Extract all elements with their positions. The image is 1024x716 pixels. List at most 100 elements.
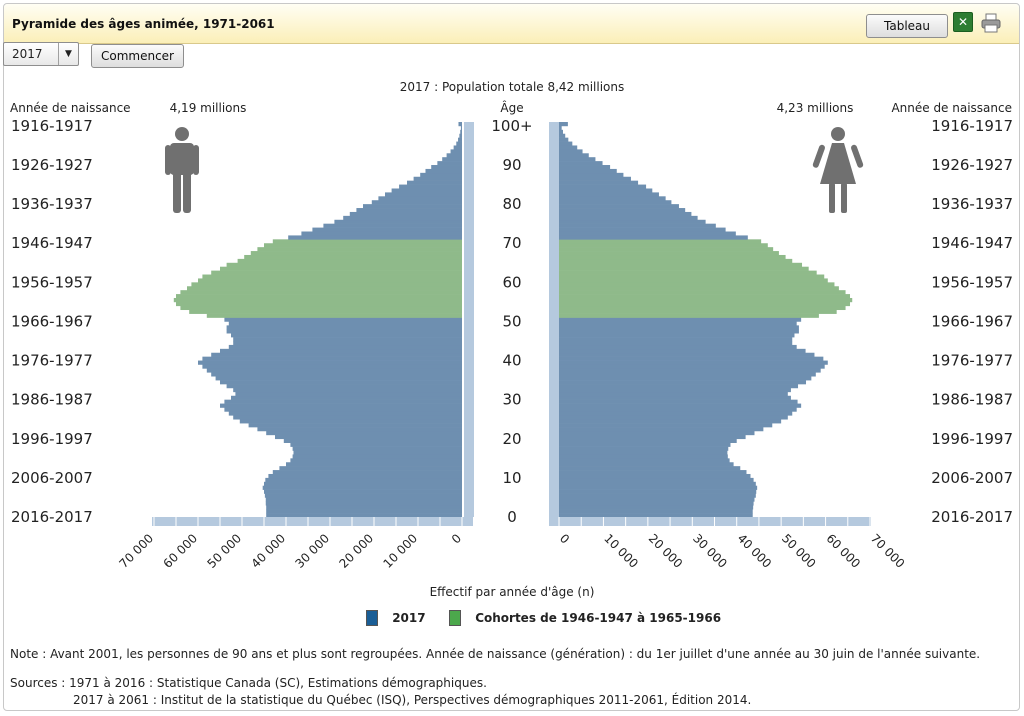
female-bar-age-9 (559, 477, 754, 483)
female-bar-age-27 (559, 407, 797, 412)
year-select-value: 2017 (12, 47, 43, 61)
female-bar-age-70 (559, 239, 762, 244)
male-bar-age-80 (371, 200, 462, 205)
female-bar-age-37 (559, 368, 821, 373)
male-bar-age-69 (264, 243, 462, 248)
x-tick-label-right: 60 000 (823, 531, 863, 571)
male-bar-age-33 (226, 384, 462, 389)
female-bar-age-86 (559, 176, 631, 181)
right-axis-header: Année de naissance (891, 101, 1012, 115)
birth-year-label-left: 1956-1957 (11, 273, 93, 291)
female-bar-age-17 (559, 446, 729, 451)
male-bar-age-95 (456, 141, 462, 146)
male-bar-age-87 (420, 172, 462, 178)
male-bar-age-49 (228, 321, 462, 326)
title-bar: Pyramide des âges animée, 1971-2061 (4, 4, 1019, 44)
right-center-spine (549, 122, 559, 517)
birth-year-label-right: 1966-1967 (931, 313, 1013, 331)
x-tick-label-left: 60 000 (161, 531, 201, 571)
male-bar-age-11 (272, 470, 462, 475)
male-bar-age-47 (226, 329, 462, 334)
female-bar-age-84 (559, 184, 647, 189)
male-bar-age-100 (458, 122, 462, 127)
male-bar-age-76 (343, 215, 462, 221)
x-axis-bar-right (549, 517, 871, 526)
male-bar-age-16 (293, 450, 462, 455)
female-bar-age-6 (559, 489, 757, 494)
male-bar-age-37 (206, 368, 462, 373)
female-bar-age-23 (559, 423, 773, 428)
male-bar-age-18 (290, 442, 462, 447)
male-bar-age-68 (257, 247, 462, 252)
female-bar-age-32 (559, 387, 791, 393)
x-tick-label-right: 20 000 (646, 531, 686, 571)
male-bar-age-99 (460, 125, 462, 131)
female-bar-age-74 (559, 223, 716, 228)
year-select[interactable]: 2017 ▼ (3, 42, 79, 66)
start-button[interactable]: Commencer (91, 44, 184, 68)
birth-year-label-right: 1956-1957 (931, 273, 1013, 291)
female-bar-age-78 (559, 208, 686, 213)
age-label: 50 (502, 313, 521, 331)
male-bar-age-32 (233, 387, 462, 393)
female-bar-age-62 (559, 270, 817, 275)
female-bar-age-92 (559, 153, 589, 158)
male-bar-age-10 (268, 473, 462, 479)
female-bar-age-14 (559, 458, 730, 463)
legend-swatch-2017 (366, 610, 378, 626)
male-bar-age-48 (226, 325, 462, 330)
age-label: 60 (502, 273, 521, 291)
male-total: 4,19 millions (170, 101, 247, 115)
sources-line-1: Sources : 1971 à 2016 : Statistique Cana… (10, 676, 487, 690)
female-bar-age-96 (559, 137, 569, 142)
birth-year-label-left: 1996-1997 (11, 430, 93, 448)
male-bar-age-94 (453, 145, 462, 150)
female-bar-age-82 (559, 192, 659, 197)
female-bar-age-1 (559, 509, 753, 514)
x-tick-label-right: 0 (557, 531, 572, 546)
female-bar-age-18 (559, 442, 731, 447)
x-tick-label-left: 30 000 (293, 531, 333, 571)
male-bars (173, 122, 474, 518)
birth-year-label-right: 1916-1917 (931, 117, 1013, 135)
male-bar-age-77 (349, 211, 462, 217)
male-bar-age-81 (378, 196, 462, 201)
x-tick-label-left: 0 (449, 531, 464, 546)
female-bar-age-15 (559, 454, 728, 459)
female-bar-age-51 (559, 313, 819, 318)
female-bar-age-85 (559, 180, 639, 185)
birth-year-label-left: 1936-1937 (11, 195, 93, 213)
male-bar-age-40 (202, 356, 462, 361)
female-bar-age-61 (559, 274, 825, 279)
male-bar-age-58 (187, 286, 462, 291)
excel-icon[interactable]: ✕ (953, 12, 973, 32)
birth-year-label-left: 1926-1927 (11, 156, 93, 174)
female-bar-age-28 (559, 403, 802, 408)
female-bar-age-60 (559, 278, 828, 283)
birth-year-label-left: 1946-1947 (11, 234, 93, 252)
male-bar-age-60 (198, 278, 462, 283)
female-bar-age-57 (559, 290, 846, 295)
female-bar-age-26 (559, 411, 793, 416)
male-bar-age-19 (283, 438, 462, 443)
x-tick-label-right: 40 000 (735, 531, 775, 571)
male-bar-age-25 (233, 415, 462, 420)
print-icon[interactable] (980, 13, 1002, 33)
chevron-down-icon: ▼ (58, 43, 78, 65)
male-bar-age-97 (459, 133, 462, 138)
male-bar-age-28 (220, 403, 462, 408)
tableau-button[interactable]: Tableau (866, 14, 948, 38)
female-bar-age-16 (559, 450, 728, 455)
female-bar-age-21 (559, 430, 755, 436)
female-bar-age-65 (559, 258, 793, 264)
x-tick-label-right: 70 000 (868, 531, 908, 571)
female-bar-age-66 (559, 254, 786, 260)
female-bar-age-63 (559, 266, 809, 271)
age-label: 20 (502, 430, 521, 448)
male-bar-age-7 (262, 485, 462, 490)
male-bar-age-53 (180, 305, 462, 311)
female-bar-age-68 (559, 247, 774, 252)
x-axis-right: 0 10 000 20 000 30 000 40 000 50 000 60 000 70 … (549, 517, 907, 571)
